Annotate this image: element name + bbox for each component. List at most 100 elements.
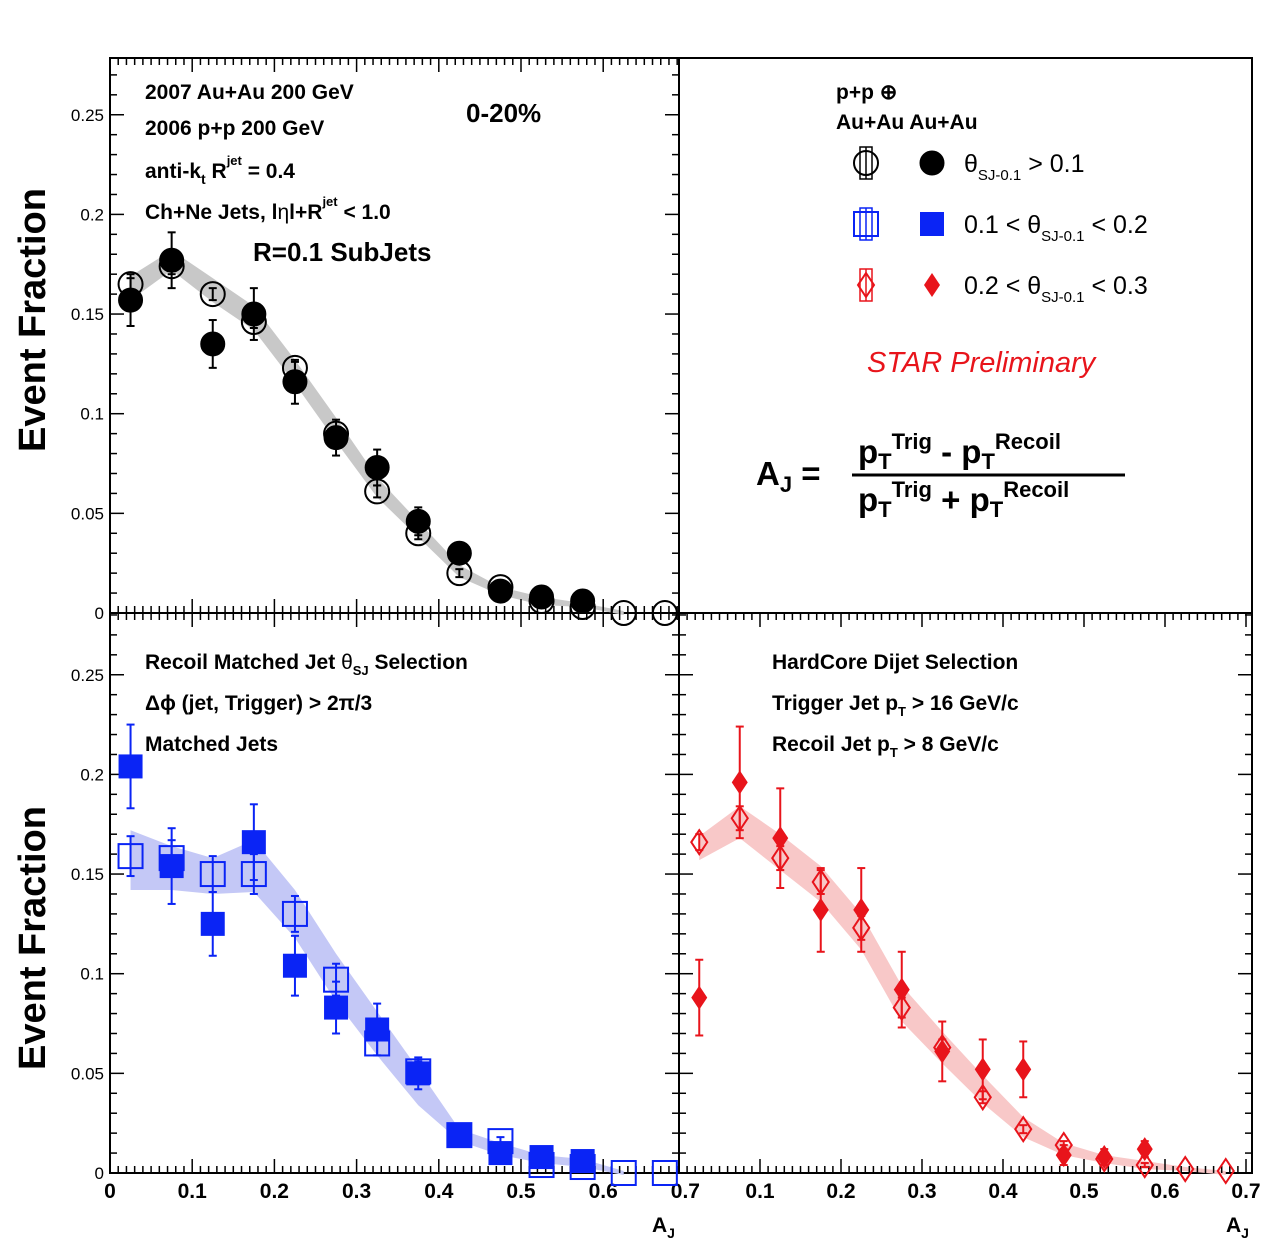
annotation-delta-phi: Δϕ (jet, Trigger) > 2π/3 [145,692,372,715]
point-top-left-filled-circle [529,584,555,610]
data-points [117,231,1235,1186]
legend-panel-frame [678,57,1253,614]
formula-lhs: AJ = [756,455,821,497]
marker-filled-diamond [1096,1145,1113,1170]
x-tick-label-left: 0 [104,1180,116,1203]
marker-filled-square [118,754,143,779]
point-bottom-left-open-square [281,894,308,933]
legend-entry-3: 0.2 < θSJ-0.1 < 0.3 [964,272,1148,306]
x-tick-label-left: 0.6 [589,1180,618,1203]
point-bottom-left-filled-square [159,827,184,905]
legend-markers [853,146,945,302]
point-bottom-right-filled-diamond [934,1020,951,1083]
point-bottom-right-filled-diamond [772,787,789,890]
point-bottom-left-filled-square [570,1149,595,1174]
point-top-left-filled-circle [159,231,185,290]
star-preliminary-label: STAR Preliminary [867,347,1097,379]
x-axis-label-left: AJ [652,1214,675,1241]
formula-numerator: pTTrig - pTRecoil [858,429,1061,474]
marker-filled-circle [364,455,390,481]
y-tick-label: 0.2 [80,205,104,224]
point-top-left-filled-circle [282,358,308,405]
marker-filled-square [406,1061,431,1086]
annotation-matched-jets: Matched Jets [145,733,278,756]
marker-filled-circle [241,301,267,327]
legend-entry-2: 0.1 < θSJ-0.1 < 0.2 [964,211,1148,245]
marker-filled-diamond [1136,1137,1153,1162]
point-bottom-right-open-diamond [690,828,709,856]
point-top-left-open-circle [610,600,637,626]
legend-marker-open [853,207,879,241]
aj-formula: AJ = pTTrig - pTRecoil pTTrig + pTRecoil [756,429,1125,522]
point-bottom-right-open-diamond [1014,1115,1033,1143]
annotation-jet-acceptance: Ch+Ne Jets, lηl+Rjet < 1.0 [145,194,391,224]
point-bottom-right-filled-diamond [1015,1040,1032,1099]
marker-open-square [199,861,226,888]
x-tick-label-right: 0.7 [1231,1180,1260,1203]
point-bottom-right-filled-diamond [731,725,748,840]
legend-marker-filled [919,150,945,176]
annotation-recoil-selection: Recoil Matched Jet θSJ Selection [145,651,468,678]
x-tick-label-left: 0.3 [342,1180,371,1203]
point-bottom-left-filled-square [406,1056,431,1091]
y-tick-label: 0 [95,604,104,623]
marker-filled-diamond [1015,1057,1032,1082]
marker-filled-circle [487,578,513,604]
point-bottom-right-open-diamond [1216,1157,1235,1185]
y-tick-label: 0.05 [71,504,104,523]
marker-filled-square [241,830,266,855]
marker-filled-diamond [893,977,910,1002]
y-tick-label: 0.2 [80,765,104,784]
y-tick-label: 0.25 [71,666,104,685]
annotation-subjets: R=0.1 SubJets [253,237,431,267]
marker-open-square [281,900,308,927]
tick-labels: 0 0.05 0.1 0.15 0.2 0.25 0 0.05 0.1 0.15 0.2 0.25 0 0… [71,106,1261,1203]
x-tick-label-right: 0.6 [1150,1180,1179,1203]
band-bottom-right [699,806,1226,1175]
annotation-trigger-jet-pt: Trigger Jet pT > 16 GeV/c [772,692,1019,719]
annotation-auau-dataset: 2007 Au+Au 200 GeV [145,81,354,104]
point-bottom-right-open-diamond [1135,1151,1154,1179]
point-top-left-filled-circle [241,287,267,341]
point-bottom-right-filled-diamond [893,950,910,1029]
y-tick-label: 0 [95,1164,104,1183]
y-tick-label: 0.1 [80,405,104,424]
marker-filled-circle [282,369,308,395]
point-top-left-open-circle [651,600,678,626]
y-tick-label: 0.15 [71,865,104,884]
point-bottom-left-filled-square [200,890,225,957]
annotation-jet-algorithm: anti-kt Rjet = 0.4 [145,153,295,187]
marker-filled-diamond [772,826,789,851]
annotation-hardcore-selection: HardCore Dijet Selection [772,651,1018,674]
marker-filled-square [529,1145,554,1170]
marker-filled-diamond [924,273,940,297]
point-top-left-filled-circle [200,319,226,369]
marker-filled-diamond [691,985,708,1010]
marker-open-diamond [1176,1155,1195,1183]
marker-open-square [117,843,144,870]
legend-header-line2: Au+Au Au+Au [836,111,978,134]
y-axis-label-bottom: Event Fraction [12,806,54,1070]
legend-marker-filled [920,212,944,236]
marker-filled-diamond [934,1039,951,1064]
marker-open-circle [610,600,637,626]
legend-marker-open [853,146,879,180]
marker-open-square [610,1160,637,1186]
point-bottom-left-open-square [117,835,144,878]
marker-filled-square [488,1141,513,1166]
point-top-left-filled-circle [405,506,431,537]
marker-open-diamond [1135,1151,1154,1179]
point-bottom-left-filled-square [241,803,266,882]
marker-filled-square [365,1017,390,1042]
marker-filled-square [200,911,225,936]
point-bottom-left-filled-square [365,1002,390,1057]
panel-frame-top-left [109,57,680,614]
y-axis-label-top: Event Fraction [12,188,54,452]
marker-filled-diamond [1055,1143,1072,1168]
point-bottom-left-filled-square [282,934,307,997]
marker-filled-diamond [812,897,829,922]
annotation-centrality: 0-20% [466,98,541,128]
marker-open-diamond [1216,1157,1235,1185]
point-bottom-right-filled-diamond [1055,1143,1072,1168]
